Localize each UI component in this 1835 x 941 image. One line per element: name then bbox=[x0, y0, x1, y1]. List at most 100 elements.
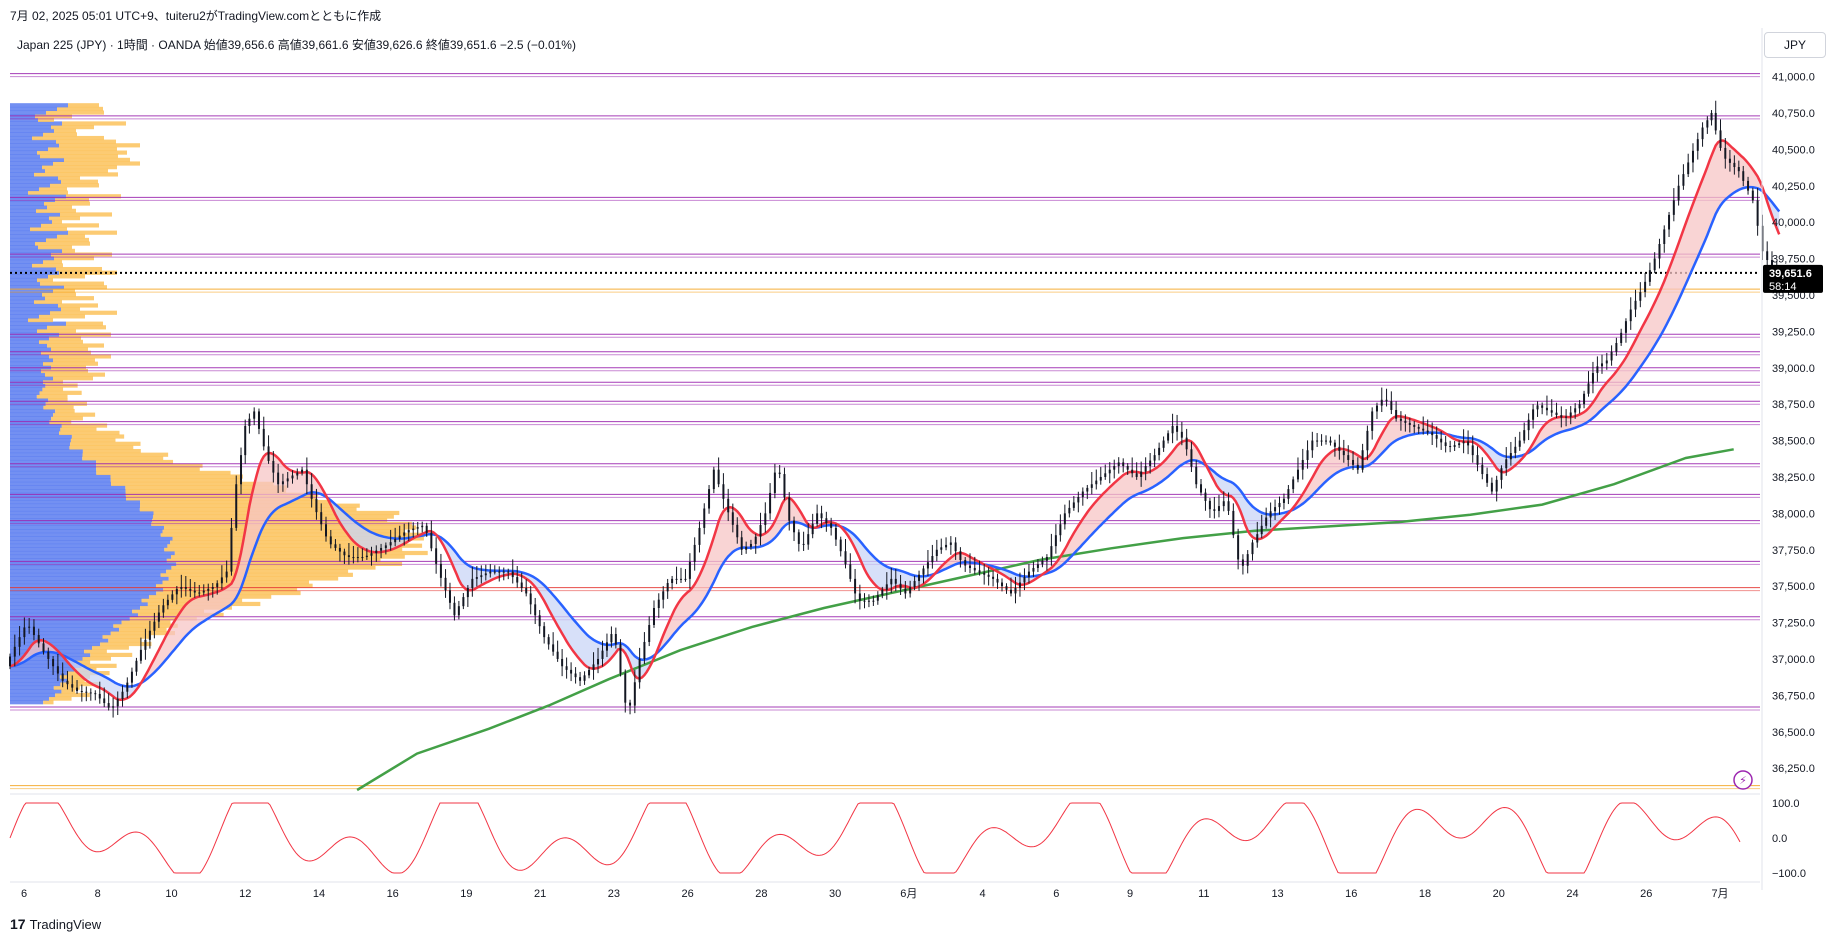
volume-bar bbox=[53, 412, 96, 417]
candle-body bbox=[1099, 476, 1102, 481]
volume-bar bbox=[70, 438, 116, 443]
candle-body bbox=[1274, 507, 1277, 512]
candle-body bbox=[61, 673, 64, 681]
volume-bar bbox=[62, 248, 75, 253]
candle-body bbox=[184, 587, 187, 589]
tradingview-mark-icon: 17 bbox=[10, 916, 26, 932]
candle-body bbox=[112, 706, 115, 708]
candle-body bbox=[1278, 502, 1281, 508]
candle-body bbox=[80, 690, 83, 692]
candle-body bbox=[325, 524, 328, 537]
volume-bar bbox=[96, 459, 174, 465]
candle-body bbox=[180, 587, 183, 589]
volume-bar bbox=[60, 681, 99, 687]
candle-body bbox=[425, 525, 428, 533]
volume-bar bbox=[10, 416, 52, 421]
candle-body bbox=[189, 588, 192, 591]
oscillator-axis[interactable]: 100.0 0.0 −100.0 bbox=[1772, 798, 1806, 880]
candle-body bbox=[126, 682, 129, 692]
price-tick-label: 38,750.0 bbox=[1772, 399, 1815, 411]
candle-body bbox=[1385, 399, 1388, 402]
candle-body bbox=[1333, 442, 1336, 447]
ema-cloud-segment bbox=[143, 452, 329, 682]
candle-body bbox=[1453, 445, 1456, 447]
volume-bar bbox=[10, 201, 44, 206]
volume-bar bbox=[10, 277, 37, 283]
publish-info: 7月 02, 2025 05:01 UTC+9、tuiteru2がTrading… bbox=[10, 9, 382, 23]
candle-body bbox=[439, 563, 442, 578]
volume-bar bbox=[90, 652, 133, 658]
volume-bar bbox=[108, 638, 142, 643]
volume-bar bbox=[10, 398, 49, 403]
candle-body bbox=[272, 460, 275, 473]
candle-body bbox=[1149, 460, 1152, 467]
time-tick-label: 9 bbox=[1127, 888, 1133, 900]
price-badge-box bbox=[1763, 264, 1823, 293]
volume-bar bbox=[10, 481, 112, 486]
candle-body bbox=[66, 680, 69, 685]
volume-bar bbox=[10, 179, 61, 184]
tradingview-logo[interactable]: 17 TradingView bbox=[10, 916, 101, 932]
candle-body bbox=[166, 599, 169, 606]
candle-body bbox=[1200, 484, 1203, 493]
volume-bar bbox=[10, 685, 54, 690]
volume-bar bbox=[10, 216, 49, 221]
volume-bar bbox=[102, 634, 151, 639]
volume-bar bbox=[174, 550, 428, 556]
candle-body bbox=[1536, 405, 1539, 410]
candle-body bbox=[1399, 418, 1402, 421]
volume-bar bbox=[10, 394, 37, 399]
candle-body bbox=[356, 557, 359, 559]
candle-body bbox=[207, 588, 210, 591]
candle-body bbox=[18, 637, 21, 647]
volume-bar bbox=[110, 474, 243, 479]
candle-body bbox=[1009, 589, 1012, 594]
candle-body bbox=[552, 644, 555, 652]
volume-bar bbox=[10, 128, 54, 133]
volume-bar bbox=[10, 572, 161, 577]
volume-bar bbox=[38, 117, 54, 122]
candle-body bbox=[885, 584, 888, 590]
alert-icon[interactable]: ⚡ bbox=[1733, 770, 1753, 790]
currency-button[interactable]: JPY bbox=[1764, 32, 1826, 58]
price-tick-label: 36,750.0 bbox=[1772, 690, 1815, 702]
candle-body bbox=[277, 472, 280, 485]
price-axis[interactable]: 41,000.0 40,750.0 40,500.0 40,250.0 40,000.0… bbox=[1761, 28, 1815, 890]
candle-body bbox=[1766, 251, 1769, 261]
time-axis[interactable]: 6 8 10 12 14 16 19 21 23 26 28 30 6月 4 6 9 11 13 16 18 20 24 2… bbox=[10, 881, 1760, 900]
candle-body bbox=[1311, 440, 1314, 451]
volume-bar bbox=[57, 106, 103, 112]
time-tick-label: 6 bbox=[21, 888, 27, 900]
volume-bar bbox=[43, 132, 77, 137]
candle-body bbox=[773, 472, 776, 493]
volume-bar bbox=[61, 689, 76, 694]
candle-body bbox=[85, 691, 88, 693]
candle-body bbox=[1672, 200, 1675, 215]
volume-bar bbox=[152, 514, 394, 519]
candle-body bbox=[680, 578, 683, 580]
candle-body bbox=[1634, 300, 1637, 310]
volume-bar bbox=[10, 569, 167, 574]
price-tick-label: 41,000.0 bbox=[1772, 72, 1815, 84]
volume-bar bbox=[10, 459, 97, 465]
volume-bar bbox=[47, 205, 72, 210]
candle-body bbox=[1545, 407, 1548, 411]
volume-bar bbox=[10, 674, 60, 679]
volume-bar bbox=[10, 339, 39, 344]
volume-bar bbox=[59, 430, 120, 435]
volume-bar bbox=[10, 281, 40, 286]
time-tick-label: 19 bbox=[460, 888, 472, 900]
volume-bar bbox=[10, 186, 39, 192]
candle-body bbox=[511, 571, 514, 578]
candle-body bbox=[1668, 214, 1671, 230]
volume-bar bbox=[10, 274, 48, 279]
candle-body bbox=[1208, 500, 1211, 510]
volume-bar bbox=[61, 423, 108, 428]
volume-bar bbox=[10, 248, 62, 253]
volume-bar bbox=[10, 467, 97, 472]
volume-bar bbox=[36, 208, 76, 213]
candle-body bbox=[1426, 430, 1429, 433]
volume-bar bbox=[10, 357, 53, 363]
volume-bar bbox=[10, 321, 66, 326]
